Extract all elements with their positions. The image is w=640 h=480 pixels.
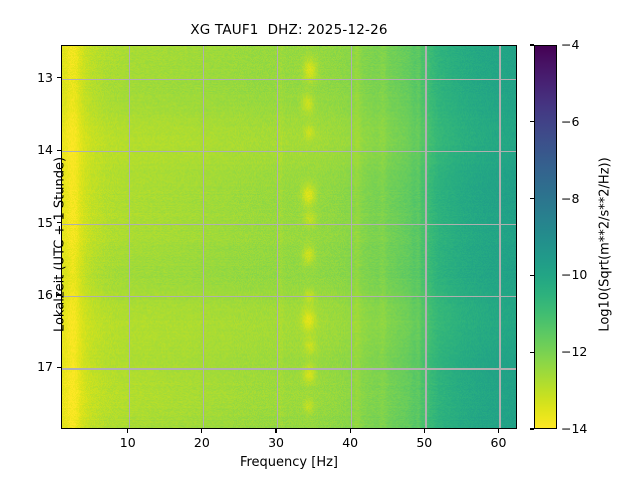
spectrogram-image [62,46,516,428]
colorbar-tick-mark-3 [530,274,534,276]
gridline-horizontal-16 [62,295,516,298]
colorbar-tick-mark-0 [530,44,534,46]
y-tick-mark-16 [57,294,61,296]
gridline-vertical-10 [128,46,130,428]
y-tick-mark-17 [57,366,61,368]
colorbar-gradient [535,46,556,428]
gridline-horizontal-14 [62,151,516,153]
x-tick-mark-10 [127,429,129,433]
page-title: XG TAUF1 DHZ: 2025-12-26 [190,22,388,38]
x-tick-label-10: 10 [119,435,136,450]
y-tick-label-17: 17 [37,359,53,375]
x-tick-mark-50 [423,429,425,433]
x-tick-mark-20 [201,429,203,433]
colorbar-label: Log10(Sqrt(m**2/s**2/Hz)) [597,157,613,332]
colorbar-tick-mark-5 [530,428,534,430]
y-tick-mark-14 [57,149,61,151]
y-tick-label-14: 14 [37,142,53,158]
colorbar-tick-label-0: −4 [561,37,580,52]
x-tick-label-20: 20 [193,435,210,450]
gridline-horizontal-13 [62,78,516,80]
y-tick-mark-15 [57,221,61,224]
x-axis-label: Frequency [Hz] [239,455,339,470]
x-tick-label-30: 30 [268,435,284,450]
gridline-horizontal-15 [62,223,516,225]
colorbar-tick-mark-1 [530,121,534,123]
gridline-vertical-60 [499,46,501,428]
gridline-vertical-50 [425,46,427,428]
gridline-horizontal-17 [62,368,516,370]
colorbar-tick-label-3: −10 [561,267,588,283]
colorbar-tick-label-4: −12 [561,344,588,360]
y-tick-label-15: 15 [37,214,53,230]
gridline-vertical-20 [202,46,205,428]
colorbar[interactable] [534,45,557,429]
y-tick-label-13: 13 [37,69,53,85]
x-tick-label-50: 50 [416,435,433,450]
spectrogram-axes[interactable] [61,45,517,429]
colorbar-tick-label-2: −8 [561,190,580,206]
y-tick-label-16: 16 [37,286,53,302]
x-tick-mark-30 [275,429,277,433]
x-tick-label-40: 40 [342,435,359,450]
colorbar-tick-label-1: −6 [561,113,580,129]
x-tick-mark-40 [349,429,351,433]
colorbar-tick-mark-4 [530,351,534,353]
y-axis-label: Lokalzeit (UTC + 1 Stunde) [52,156,68,333]
gridline-vertical-30 [277,46,279,428]
gridline-vertical-40 [351,46,353,428]
x-tick-mark-60 [497,429,499,433]
colorbar-tick-mark-2 [530,198,534,200]
colorbar-tick-label-5: −14 [561,421,588,436]
x-tick-label-60: 60 [490,435,507,450]
y-tick-mark-13 [57,77,61,79]
